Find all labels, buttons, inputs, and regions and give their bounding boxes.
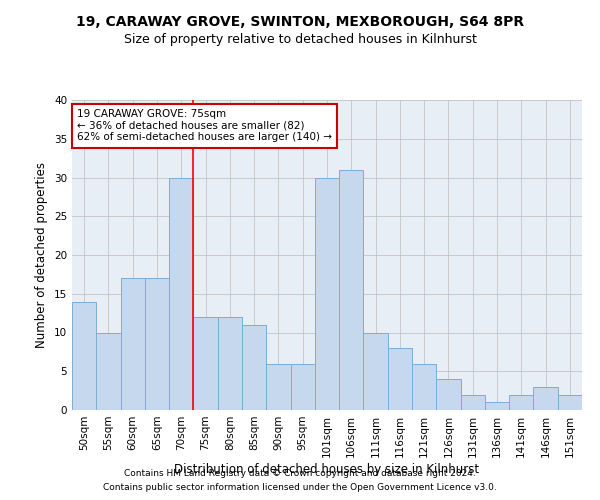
Bar (72, 302, 96, 410)
Bar (436, 379, 461, 410)
Bar (193, 317, 218, 410)
Bar (169, 178, 193, 410)
Text: 19, CARAWAY GROVE, SWINTON, MEXBOROUGH, S64 8PR: 19, CARAWAY GROVE, SWINTON, MEXBOROUGH, … (76, 15, 524, 29)
Bar (266, 364, 290, 410)
Bar (388, 348, 412, 410)
Bar (290, 364, 315, 410)
Bar (412, 364, 436, 410)
Bar (485, 402, 509, 410)
Bar (461, 394, 485, 410)
Bar (364, 332, 388, 410)
Bar (242, 325, 266, 410)
Bar (509, 394, 533, 410)
Bar (121, 278, 145, 410)
Y-axis label: Number of detached properties: Number of detached properties (35, 162, 49, 348)
Text: Contains HM Land Registry data © Crown copyright and database right 2024.: Contains HM Land Registry data © Crown c… (124, 468, 476, 477)
Text: Contains public sector information licensed under the Open Government Licence v3: Contains public sector information licen… (103, 484, 497, 492)
Bar (315, 178, 339, 410)
Text: Size of property relative to detached houses in Kilnhurst: Size of property relative to detached ho… (124, 32, 476, 46)
Bar (96, 332, 121, 410)
Bar (533, 387, 558, 410)
Text: 19 CARAWAY GROVE: 75sqm
← 36% of detached houses are smaller (82)
62% of semi-de: 19 CARAWAY GROVE: 75sqm ← 36% of detache… (77, 110, 332, 142)
Bar (145, 278, 169, 410)
Bar (218, 317, 242, 410)
X-axis label: Distribution of detached houses by size in Kilnhurst: Distribution of detached houses by size … (175, 462, 479, 475)
Bar (339, 170, 364, 410)
Bar (558, 394, 582, 410)
